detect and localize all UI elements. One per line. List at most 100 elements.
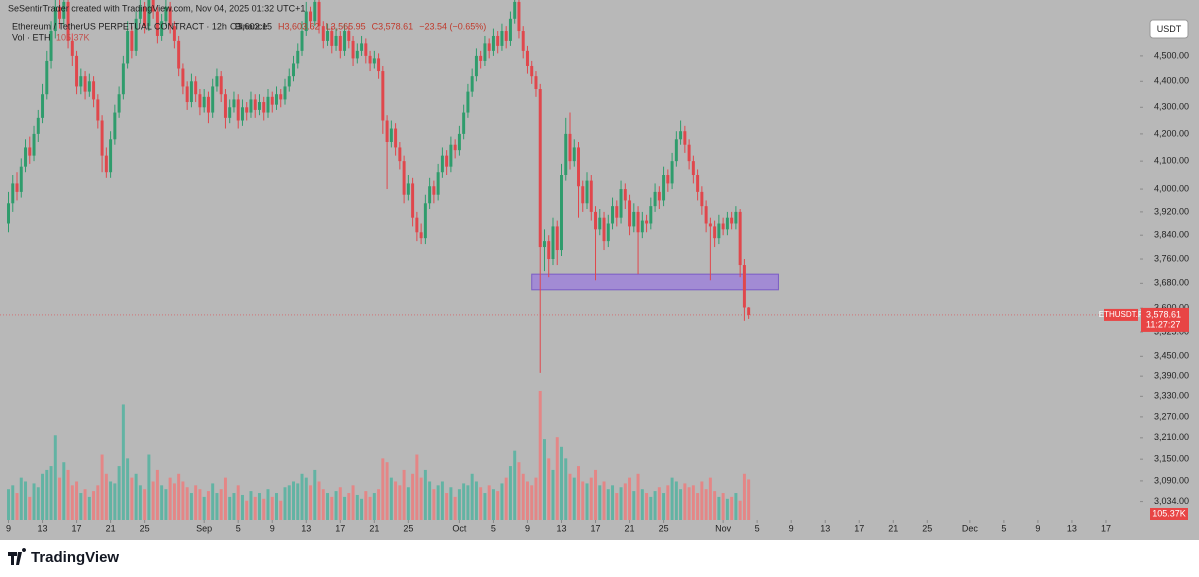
candle-body	[266, 96, 270, 113]
volume-bar	[734, 493, 738, 520]
candle-body	[547, 241, 551, 260]
volume-bar	[249, 491, 253, 520]
support-zone	[531, 273, 779, 291]
ohlc-label: −23.54 (−0.65%)	[419, 21, 486, 31]
volume-bar	[364, 491, 368, 520]
volume-bar	[326, 493, 330, 520]
volume-bar	[240, 494, 244, 520]
y-tick-label: 3,920.00	[1154, 206, 1189, 216]
volume-bar	[292, 481, 295, 520]
candle-body	[411, 183, 415, 218]
volume-bar	[138, 485, 142, 520]
candle-body	[219, 76, 223, 95]
volume-bar	[262, 498, 266, 520]
candle-body	[440, 155, 444, 173]
volume-bar	[15, 493, 19, 520]
candle-body	[721, 223, 725, 230]
candle-body	[11, 183, 15, 204]
volume-bar	[606, 489, 610, 520]
volume-bar	[445, 493, 449, 520]
credit: SeSentirTrader created with TradingView.…	[8, 3, 305, 13]
volume-bar	[419, 477, 423, 520]
candle-body	[594, 211, 598, 230]
candle-body	[381, 71, 385, 121]
volume-bar	[513, 450, 517, 520]
candle-body	[462, 112, 466, 134]
candle-body	[696, 175, 700, 192]
volume-bar	[555, 437, 559, 520]
volume-bar	[202, 496, 206, 520]
volume-bar	[674, 481, 678, 520]
candle-body	[577, 147, 580, 187]
x-tick-label: 25	[922, 523, 932, 533]
volume-title: Vol · ETH	[12, 32, 51, 42]
volume-bar	[96, 485, 100, 520]
candle-body	[232, 99, 236, 108]
candle-body	[389, 128, 393, 142]
candle-body	[130, 31, 134, 51]
candle-body	[525, 50, 529, 66]
candle-body	[160, 21, 164, 36]
volume-bar	[470, 473, 474, 520]
volume-bar	[700, 481, 704, 520]
volume-bar	[428, 481, 432, 520]
volume-bar	[330, 496, 334, 520]
currency-label[interactable]: USDT	[1157, 24, 1182, 34]
candle-body	[538, 89, 542, 248]
candle-body	[147, 0, 151, 27]
candle-body	[555, 226, 559, 251]
candle-body	[45, 60, 49, 95]
volume-bar	[304, 477, 308, 520]
volume-bar	[275, 493, 278, 520]
volume-bar	[683, 483, 687, 520]
volume-bar	[411, 473, 415, 520]
candle-body	[670, 161, 674, 184]
volume-bar	[53, 435, 57, 520]
volume-value: 105.37K	[56, 32, 90, 42]
candle-body	[636, 211, 640, 233]
volume-bar	[696, 493, 700, 520]
volume-bar	[164, 489, 168, 520]
volume-bar	[602, 481, 606, 520]
y-tick-label: 4,100.00	[1154, 156, 1189, 166]
volume-bar	[113, 483, 117, 520]
volume-bar	[670, 477, 674, 520]
candle-body	[368, 55, 372, 64]
candle-body	[143, 6, 147, 27]
candle-body	[551, 226, 555, 260]
volume-bar	[496, 491, 500, 520]
volume-bar	[385, 462, 389, 520]
candle-body	[330, 31, 334, 46]
x-tick-label: 9	[525, 523, 530, 533]
y-tick-label: 4,400.00	[1154, 76, 1189, 86]
volume-bar	[24, 481, 28, 520]
volume-bar	[491, 489, 495, 520]
candle-body	[19, 166, 23, 192]
currency-button[interactable]	[1149, 19, 1189, 39]
chart-background	[0, 0, 1199, 540]
candle-body	[611, 206, 615, 224]
volume-bar	[704, 489, 708, 520]
candle-body	[483, 43, 487, 61]
x-tick-label: Oct	[452, 523, 467, 533]
candle-body	[445, 155, 449, 167]
x-tick-label: 13	[556, 523, 566, 533]
candle-body	[164, 6, 168, 22]
volume-bar	[466, 485, 470, 520]
candle-body	[457, 133, 461, 151]
x-tick-label: Sep	[196, 523, 212, 533]
candle-body	[7, 203, 10, 224]
volume-bar	[172, 483, 176, 520]
volume-bar	[45, 469, 49, 520]
volume-bar	[32, 483, 36, 520]
volume-bar	[211, 483, 215, 520]
volume-bar	[462, 483, 466, 520]
volume-bar	[436, 485, 440, 520]
volume-bar	[691, 485, 695, 520]
volume-bar	[589, 477, 593, 520]
x-tick-label: Nov	[715, 523, 732, 533]
candle-body	[189, 81, 193, 103]
volume-tag: 105.37K	[1152, 508, 1186, 518]
volume-bar	[534, 477, 538, 520]
candle-body	[662, 175, 666, 201]
